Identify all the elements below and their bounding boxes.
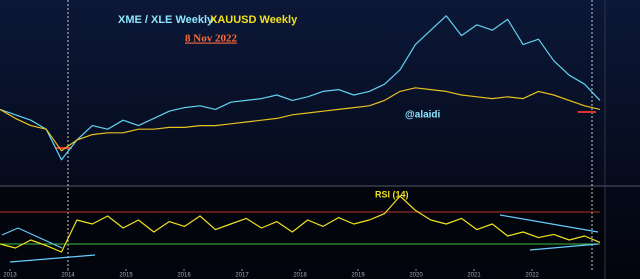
x-tick-label: 2021 — [467, 273, 481, 279]
series-line — [0, 15, 601, 161]
x-tick-label: 2016 — [177, 273, 191, 279]
legend-entry: XAUUSD Weekly — [210, 14, 298, 26]
rsi-title: RSI (14) — [375, 189, 409, 199]
series-line — [0, 87, 601, 152]
x-tick-label: 2020 — [409, 273, 423, 279]
legend-entry: XME / XLE Weekly — [118, 14, 214, 26]
trendline — [499, 214, 599, 233]
plots: 2013 2014 2015 2016 2017 2018 2019 2020 2021 2022 — [0, 15, 601, 279]
x-tick-label: 2013 — [3, 273, 17, 279]
x-tick-label: 2022 — [525, 273, 539, 279]
x-tick-label: 2015 — [119, 273, 133, 279]
x-tick-label: 2017 — [235, 273, 249, 279]
trendline — [17, 227, 63, 249]
x-tick-label: 2018 — [293, 273, 307, 279]
trendline — [529, 243, 599, 251]
trendline — [9, 254, 96, 263]
x-tick-label: 2019 — [351, 273, 365, 279]
trendline — [1, 227, 19, 236]
series-line — [0, 195, 601, 253]
rsi-panel — [0, 187, 605, 269]
annotation: @alaidi — [405, 110, 441, 121]
x-tick-label: 2014 — [61, 273, 75, 279]
subtitle: 8 Nov 2022 — [185, 33, 237, 45]
